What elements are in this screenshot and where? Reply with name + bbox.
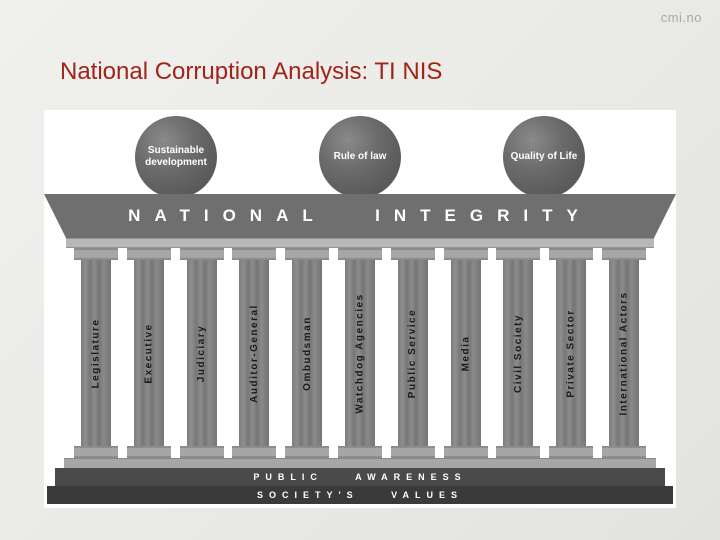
pillar-label: Media (460, 335, 471, 371)
pillar-private-sector: Private Sector (549, 248, 593, 458)
pillar-label: Civil Society (513, 314, 524, 393)
pillar-watchdog-agencies: Watchdog Agencies (338, 248, 382, 458)
pillar-label: Legislature (91, 318, 102, 388)
pillar-label: Executive (143, 323, 154, 383)
foundation-step-top (64, 458, 656, 468)
sphere-sustainable-development: Sustainable development (135, 116, 217, 198)
foundation-label: SOCIETY'S VALUES (257, 490, 463, 500)
sphere-rule-of-law: Rule of law (319, 116, 401, 198)
pillar-international-actors: International Actors (602, 248, 646, 458)
pillar-media: Media (444, 248, 488, 458)
watermark-text: cmi.no (661, 10, 702, 25)
pillar-label: International Actors (618, 291, 629, 415)
pillar-executive: Executive (127, 248, 171, 458)
page-title: National Corruption Analysis: TI NIS (60, 58, 442, 86)
pillar-label: Judiciary (196, 324, 207, 381)
pillar-auditor-general: Auditor-General (232, 248, 276, 458)
roof-national-integrity: NATIONAL INTEGRITY (66, 194, 654, 238)
foundation-public-awareness: PUBLIC AWARENESS (55, 468, 665, 486)
pillars-row: Legislature Executive Judiciary Auditor-… (74, 248, 646, 458)
sphere-label: Sustainable development (135, 145, 217, 169)
pillar-label: Public Service (407, 308, 418, 397)
pillar-legislature: Legislature (74, 248, 118, 458)
pillar-label: Ombudsman (302, 316, 313, 391)
sphere-label: Rule of law (328, 151, 393, 163)
foundation-societys-values: SOCIETY'S VALUES (47, 486, 673, 504)
pillar-label: Watchdog Agencies (354, 293, 365, 413)
pillar-ombudsman: Ombudsman (285, 248, 329, 458)
sphere-quality-of-life: Quality of Life (503, 116, 585, 198)
architrave (66, 238, 654, 248)
pillar-public-service: Public Service (391, 248, 435, 458)
foundation-label: PUBLIC AWARENESS (253, 472, 466, 482)
pillar-judiciary: Judiciary (180, 248, 224, 458)
pillar-label: Private Sector (566, 309, 577, 397)
sphere-label: Quality of Life (505, 151, 584, 163)
pillar-civil-society: Civil Society (496, 248, 540, 458)
roof-label: NATIONAL INTEGRITY (128, 206, 592, 226)
pillar-label: Auditor-General (249, 304, 260, 403)
nis-temple-diagram: Sustainable development Rule of law Qual… (44, 110, 676, 508)
